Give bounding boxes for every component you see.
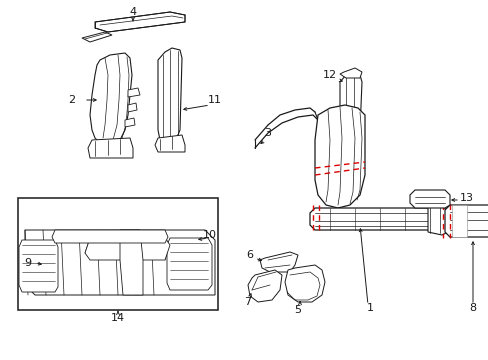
- Bar: [18, 198, 218, 310]
- Text: 8: 8: [468, 303, 476, 313]
- Text: 5: 5: [294, 305, 301, 315]
- Polygon shape: [260, 252, 297, 272]
- Polygon shape: [247, 270, 282, 302]
- Polygon shape: [88, 138, 133, 158]
- Text: 10: 10: [203, 230, 217, 240]
- Polygon shape: [82, 32, 112, 42]
- Polygon shape: [339, 72, 361, 143]
- Text: 1: 1: [366, 303, 373, 313]
- Polygon shape: [444, 205, 488, 237]
- Polygon shape: [52, 230, 168, 243]
- Text: 6: 6: [246, 250, 253, 260]
- Polygon shape: [285, 265, 325, 302]
- Polygon shape: [427, 205, 447, 235]
- Polygon shape: [25, 230, 215, 295]
- Text: 4: 4: [129, 7, 136, 17]
- Text: 12: 12: [322, 70, 336, 80]
- Polygon shape: [125, 118, 135, 127]
- Text: 11: 11: [207, 95, 222, 105]
- Polygon shape: [128, 103, 137, 112]
- Text: 9: 9: [24, 258, 32, 268]
- Polygon shape: [158, 48, 182, 145]
- Text: 13: 13: [459, 193, 473, 203]
- Polygon shape: [451, 205, 466, 237]
- Text: 14: 14: [111, 313, 125, 323]
- Polygon shape: [85, 238, 170, 260]
- Polygon shape: [120, 230, 142, 295]
- Text: 3: 3: [264, 128, 271, 138]
- Polygon shape: [409, 190, 449, 208]
- Text: 7: 7: [244, 297, 251, 307]
- Polygon shape: [128, 88, 140, 97]
- Polygon shape: [95, 12, 184, 32]
- Polygon shape: [309, 208, 435, 230]
- Polygon shape: [167, 238, 212, 290]
- Text: 2: 2: [68, 95, 76, 105]
- Polygon shape: [19, 240, 58, 292]
- Polygon shape: [339, 68, 361, 78]
- Polygon shape: [90, 53, 132, 145]
- Polygon shape: [155, 135, 184, 152]
- Polygon shape: [314, 105, 364, 208]
